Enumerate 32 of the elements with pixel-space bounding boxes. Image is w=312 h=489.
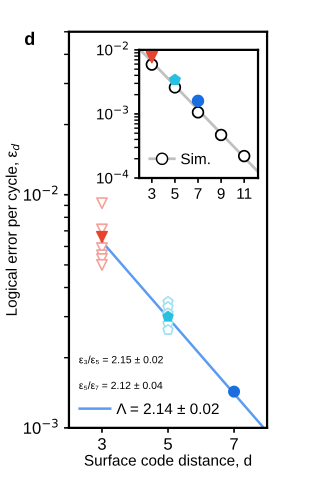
point	[96, 197, 108, 210]
y-tick-label: 10$^{−3}$	[24, 418, 58, 434]
y-tick-label: 10$^{−4}$	[97, 170, 128, 184]
x-axis-title: Surface code distance, d	[84, 454, 252, 468]
x-tick-label: 3	[98, 438, 106, 450]
point	[162, 310, 174, 322]
point	[228, 386, 240, 398]
legend-label: Sim.	[181, 153, 210, 164]
y-tick-label: 10$^{−2}$	[24, 186, 58, 201]
legend-label: Λ = 2.14 ± 0.02	[116, 403, 219, 414]
x-tick-label: 7	[194, 188, 202, 199]
x-tick-label: 3	[148, 188, 156, 199]
point	[96, 258, 108, 271]
annotation: ε₃/ε₅ = 2.15 ± 0.02	[79, 356, 163, 364]
x-tick-label: 9	[218, 188, 225, 199]
point	[168, 74, 181, 86]
y-tick-label: 10$^{−3}$	[97, 106, 128, 120]
point	[192, 94, 204, 108]
chart-title: d	[24, 32, 34, 46]
annotation: ε₅/ε₇ = 2.12 ± 0.04	[79, 381, 162, 390]
point	[162, 324, 174, 335]
x-tick-label: 5	[164, 438, 172, 450]
point	[238, 150, 250, 162]
point	[96, 230, 108, 243]
y-tick-label: 10$^{−2}$	[97, 42, 128, 56]
y-axis-title: Logical error per cycle, ε$_{d}$	[6, 144, 20, 316]
x-tick-label: 11	[237, 188, 252, 199]
x-tick-label: 5	[171, 188, 179, 199]
x-tick-label: 7	[230, 438, 238, 450]
point	[146, 50, 158, 64]
point	[214, 128, 228, 142]
point	[192, 106, 204, 119]
